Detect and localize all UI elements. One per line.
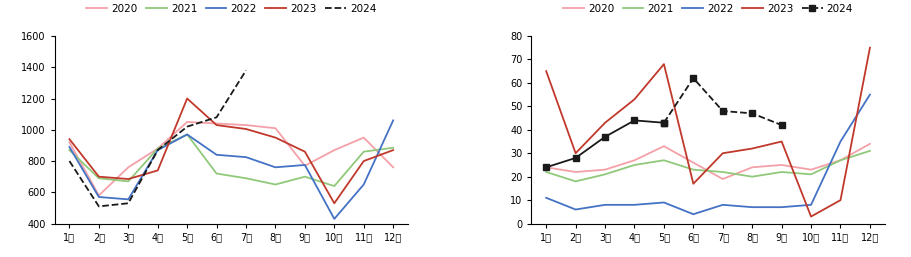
Legend: 2020, 2021, 2022, 2023, 2024: 2020, 2021, 2022, 2023, 2024 (82, 0, 380, 18)
Legend: 2020, 2021, 2022, 2023, 2024: 2020, 2021, 2022, 2023, 2024 (558, 0, 856, 18)
